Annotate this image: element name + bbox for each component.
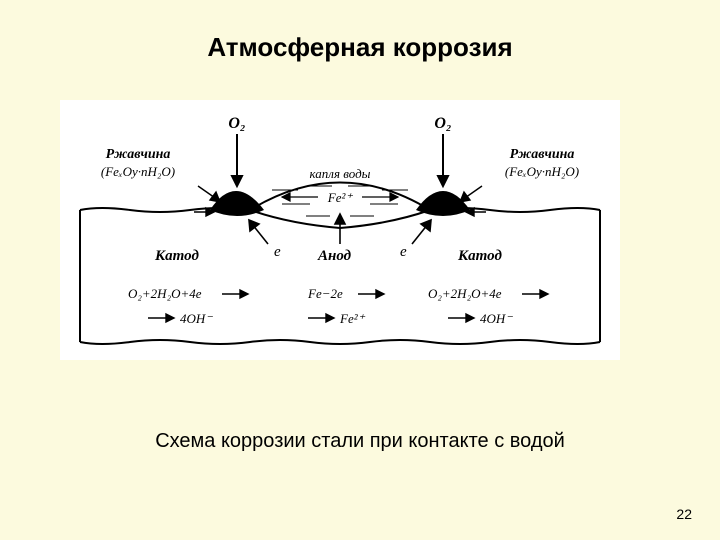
cathode-right-label: Катод	[457, 248, 502, 264]
anode-label: Анод	[317, 248, 352, 264]
diagram-svg: капля воды Fe²⁺ O₂ O₂	[60, 100, 620, 360]
e-left-arrow	[249, 220, 268, 244]
eq-anode-bot: Fe²⁺	[339, 311, 366, 326]
slide-title: Атмосферная коррозия	[0, 32, 720, 63]
eq-cathode-left-bot: 4OH⁻	[180, 311, 213, 326]
corrosion-diagram: капля воды Fe²⁺ O₂ O₂	[60, 100, 620, 360]
page-number: 22	[676, 506, 692, 522]
o2-label-left: O₂	[228, 115, 245, 132]
rust-label-left-2: (FeₓOy·nH₂O)	[101, 164, 175, 179]
slide-root: Атмосферная коррозия	[0, 0, 720, 540]
rust-label-right-1: Ржавчина	[510, 147, 575, 162]
eq-cathode-left-bot-arrow	[148, 314, 174, 322]
eq-cathode-right-bot-arrow	[448, 314, 474, 322]
drop-fe2-label: Fe²⁺	[327, 190, 354, 205]
rust-label-right-2: (FeₓOy·nH₂O)	[505, 164, 579, 179]
steel-bottom-line	[80, 340, 600, 344]
o2-arrow-right	[438, 134, 448, 186]
rust-blob-left	[210, 191, 264, 216]
slide-caption: Схема коррозии стали при контакте с водо…	[0, 430, 720, 453]
eq-anode-bot-arrow	[308, 314, 334, 322]
eq-cathode-left-top-arrow	[222, 290, 248, 298]
eq-cathode-right-bot: 4OH⁻	[480, 311, 513, 326]
cathode-left-label: Катод	[154, 248, 199, 264]
eq-anode-top: Fe−2e	[307, 286, 343, 301]
rust-blob-right	[416, 191, 470, 216]
drop-label: капля воды	[310, 166, 371, 181]
eq-cathode-left-top: O₂+2H₂O+4e	[128, 286, 202, 301]
o2-arrow-left	[232, 134, 242, 186]
e-left-label: e	[274, 244, 281, 260]
e-right-arrow	[412, 220, 431, 244]
eq-cathode-right-top-arrow	[522, 290, 548, 298]
e-right-label: e	[400, 244, 407, 260]
rust-label-left-1: Ржавчина	[106, 147, 171, 162]
eq-anode-top-arrow	[358, 290, 384, 298]
eq-cathode-right-top: O₂+2H₂O+4e	[428, 286, 502, 301]
o2-label-right: O₂	[434, 115, 451, 132]
